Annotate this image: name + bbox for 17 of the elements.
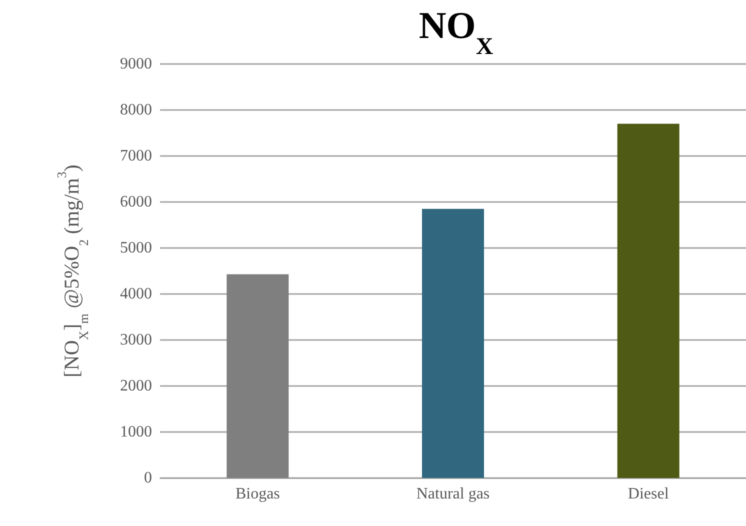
y-tick-label: 0 xyxy=(144,470,152,486)
x-tick-label: Natural gas xyxy=(416,486,490,502)
y-tick-label: 3000 xyxy=(120,332,152,348)
y-tick-label: 4000 xyxy=(120,286,152,302)
y-tick-label: 7000 xyxy=(120,148,152,164)
y-tick-label: 5000 xyxy=(120,240,152,256)
text: [NOX]m @5%O2 (mg/m3) xyxy=(54,164,91,378)
y-tick-label: 9000 xyxy=(120,56,152,72)
x-tick-label: Biogas xyxy=(235,486,280,502)
bar xyxy=(617,124,680,478)
bar xyxy=(422,208,484,478)
y-tick-label: 1000 xyxy=(120,424,152,440)
y-tick-label: 2000 xyxy=(120,378,152,394)
bar xyxy=(226,274,289,478)
y-tick-label: 8000 xyxy=(120,102,152,118)
x-tick-label: Diesel xyxy=(628,486,670,502)
y-tick-label: 6000 xyxy=(120,194,152,210)
